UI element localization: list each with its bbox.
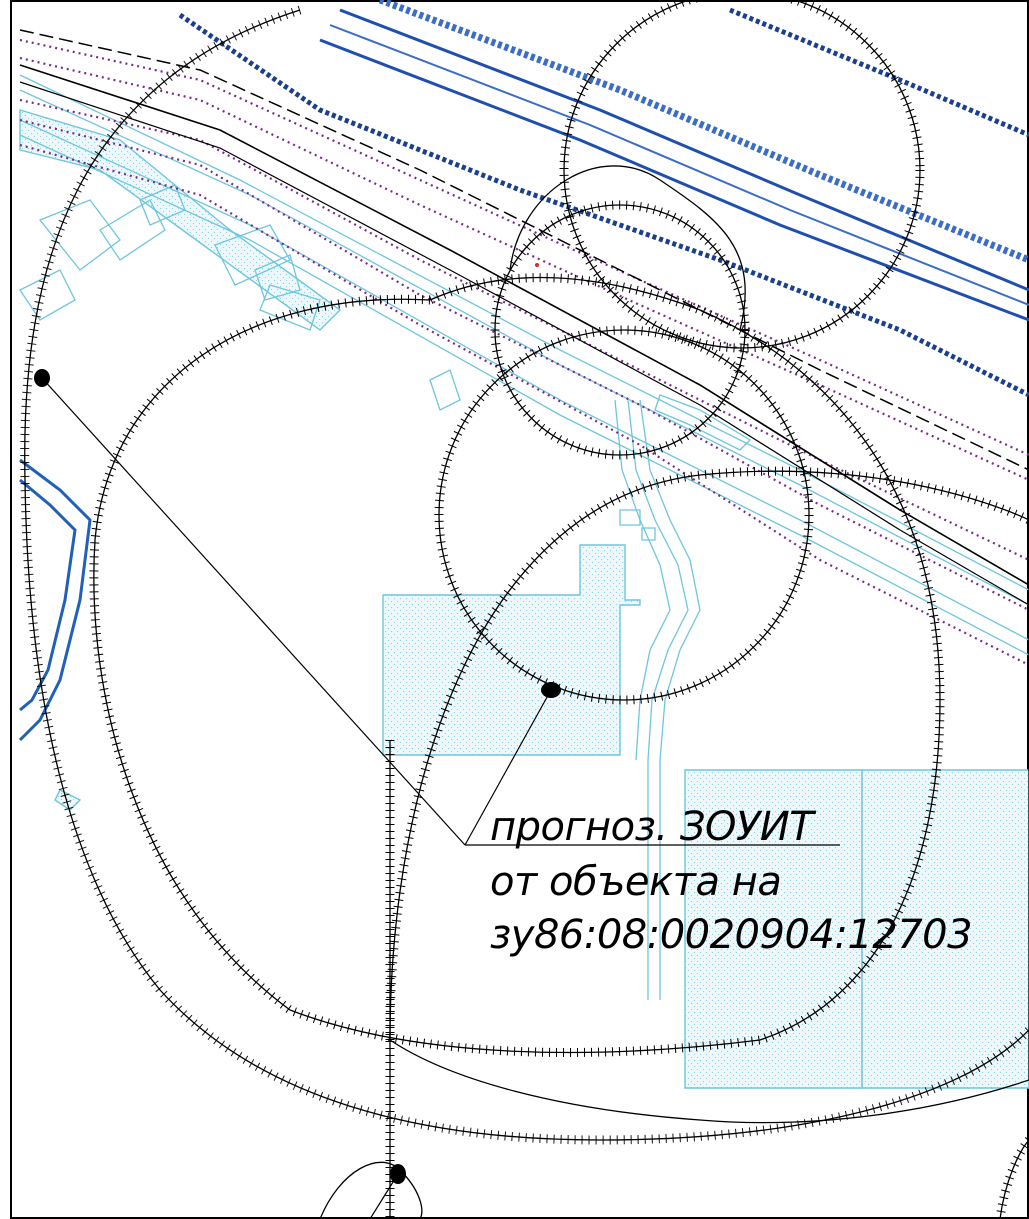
parcel-small-left	[54, 789, 82, 811]
utility-lines	[19, 38, 1029, 666]
annotation-line-3: зу86:08:0020904:12703	[490, 912, 972, 958]
annotation-line-2: от объекта на	[490, 859, 781, 905]
river	[18, 458, 92, 742]
parcel-upper-left-strip	[19, 109, 342, 331]
marker-bottom	[390, 1164, 406, 1184]
markers	[34, 369, 561, 1184]
parcel-layer	[19, 109, 1029, 1089]
leader-lines	[41, 377, 840, 1219]
marker-left	[34, 369, 50, 387]
parcel-lower-right-b	[861, 769, 1029, 1089]
annotation-line-1: прогноз. ЗОУИТ	[490, 804, 817, 850]
road-corridor	[178, 0, 1029, 398]
survey-point-red	[535, 263, 539, 267]
railway	[19, 29, 1029, 606]
zone-lobe	[509, 165, 746, 331]
marker-center	[541, 682, 561, 698]
zone-lower	[389, 470, 1029, 1124]
zone-boundaries	[20, 0, 1029, 1219]
zone-annotation: прогноз. ЗОУИТ от объекта на зу86:08:002…	[490, 804, 973, 958]
building-outlines	[19, 74, 1029, 1000]
